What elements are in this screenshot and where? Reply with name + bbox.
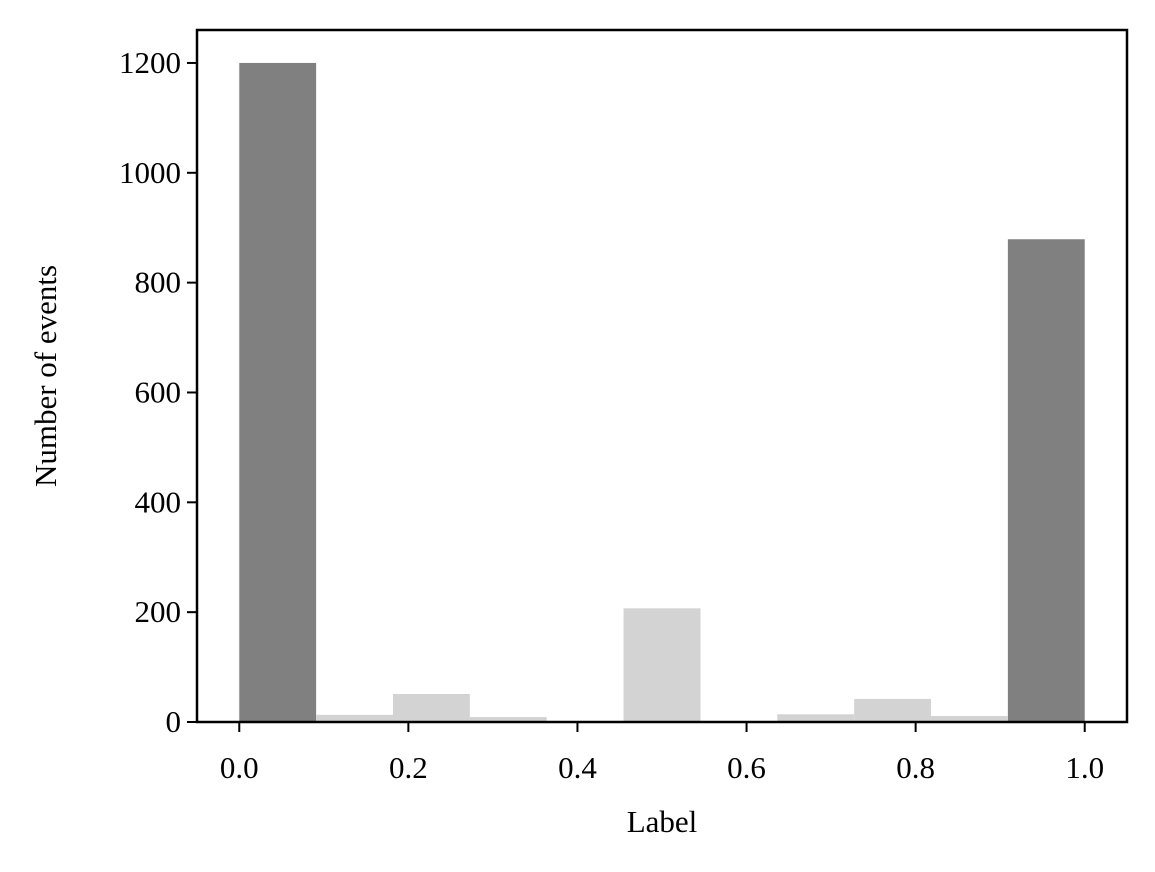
x-tick-label: 0.0	[220, 750, 259, 785]
bar	[931, 715, 1008, 722]
y-axis-label: Number of events	[28, 265, 63, 487]
plot-frame	[195, 28, 1129, 724]
x-tick-label: 0.6	[727, 750, 766, 785]
bar	[316, 714, 393, 722]
x-tick-label: 1.0	[1065, 750, 1104, 785]
bar	[1007, 239, 1085, 722]
x-axis-label: Label	[627, 804, 698, 839]
y-tick-label: 1000	[119, 155, 181, 190]
y-tick-label: 1200	[119, 45, 181, 80]
bar	[854, 698, 932, 722]
y-tick-label: 200	[135, 594, 182, 629]
y-tick-label: 0	[166, 704, 182, 739]
bar	[777, 714, 855, 722]
bar	[623, 608, 701, 722]
bar	[239, 62, 317, 722]
x-tick-label: 0.4	[558, 750, 597, 785]
y-tick-label: 800	[135, 265, 182, 300]
x-tick-label: 0.8	[896, 750, 935, 785]
y-tick-label: 400	[135, 484, 182, 519]
bar	[469, 717, 547, 722]
y-tick-label: 600	[135, 374, 182, 409]
bar	[392, 693, 470, 722]
x-tick-label: 0.2	[389, 750, 428, 785]
